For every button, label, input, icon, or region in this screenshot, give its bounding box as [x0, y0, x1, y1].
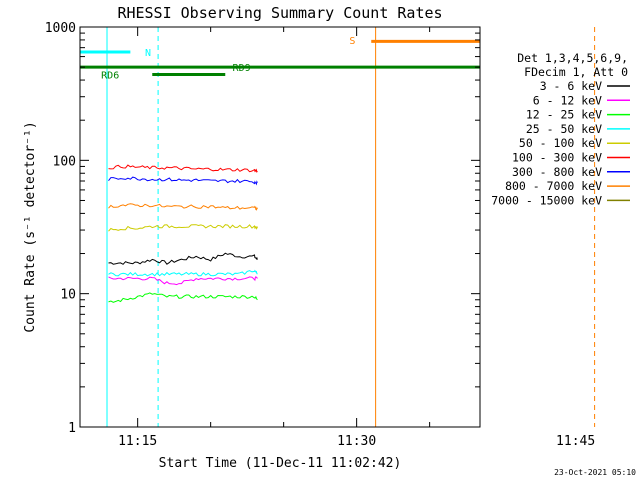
interval-label-rd6: RD6: [101, 71, 119, 82]
y-tick-label: 1000: [45, 21, 76, 36]
vertical-markers: [106, 27, 596, 427]
legend-entry-label: 3 - 6 keV: [540, 79, 602, 93]
y-axis: 1 10 100 1000: [45, 21, 480, 436]
legend-entry-label: 12 - 25 keV: [526, 108, 602, 122]
legend-header: Det 1,3,4,5,6,9,: [517, 51, 628, 65]
chart-title: RHESSI Observing Summary Count Rates: [117, 4, 442, 22]
y-tick-label: 1: [68, 421, 76, 436]
plot-frame: [79, 26, 481, 428]
series-line-100-300-kev-0: [108, 164, 258, 173]
y-tick-label: 10: [60, 288, 76, 303]
legend-entry-label: 50 - 100 keV: [519, 136, 602, 150]
series-line-6-12-kev-0: [108, 276, 258, 286]
series-line-50-100-kev-0: [108, 224, 258, 232]
legend-entry-label: 800 - 7000 keV: [505, 179, 602, 193]
series-line-800-7000-kev-0: [108, 203, 258, 211]
legend-entry-label: 300 - 800 keV: [512, 165, 602, 179]
legend-entry-label: 6 - 12 keV: [533, 93, 602, 107]
interval-label-s: S: [349, 36, 355, 47]
legend-entry-label: 100 - 300 keV: [512, 151, 602, 165]
interval-label-rd9: RD9: [233, 63, 251, 74]
series-line-300-800-kev-0: [108, 176, 258, 186]
interval-bars: NSFRD9RD6: [80, 36, 480, 82]
x-tick-label: 11:30: [337, 434, 376, 449]
series-line-3-6-kev-0: [108, 252, 258, 265]
y-axis-label: Count Rate (s⁻¹ detector⁻¹): [23, 121, 38, 332]
interval-label-n: N: [145, 48, 151, 59]
legend-header: FDecim 1, Att 0: [524, 65, 628, 79]
series-lines: [108, 164, 258, 303]
legend: Det 1,3,4,5,6,9,FDecim 1, Att 03 - 6 keV…: [491, 51, 630, 207]
x-tick-label: 11:45: [556, 434, 595, 449]
x-axis-label: Start Time (11-Dec-11 11:02:42): [159, 456, 402, 471]
timestamp: 23-Oct-2021 05:10: [554, 468, 636, 477]
legend-entry-label: 25 - 50 keV: [526, 122, 602, 136]
series-line-12-25-kev-0: [108, 292, 258, 303]
y-tick-label: 100: [53, 154, 76, 169]
x-tick-label: 11:15: [118, 434, 157, 449]
series-line-25-50-kev-0: [108, 269, 258, 277]
legend-entry-label: 7000 - 15000 keV: [491, 193, 602, 207]
